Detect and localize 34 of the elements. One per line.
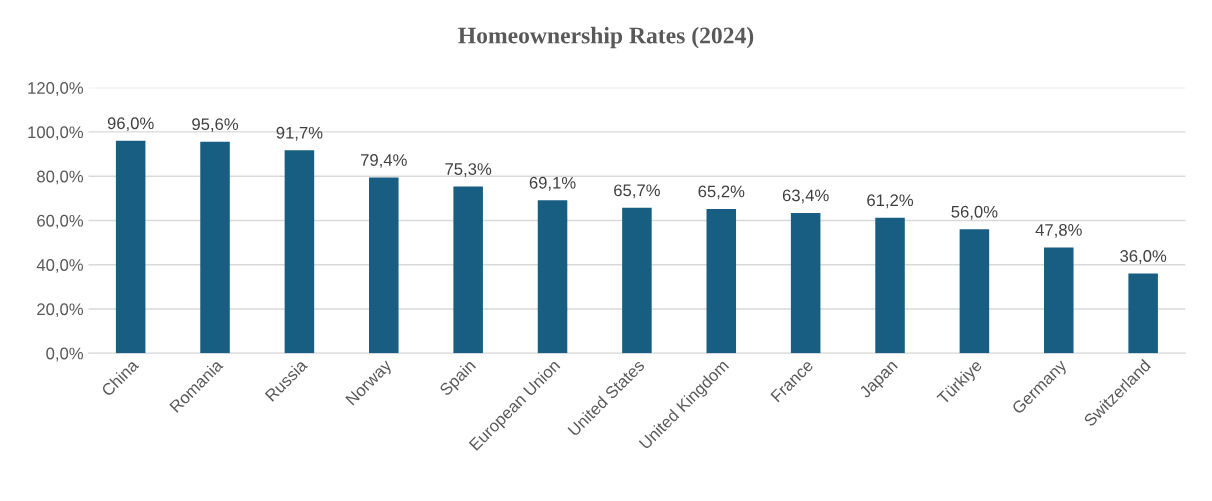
bar [875, 217, 905, 354]
data-label: 47,8% [1035, 224, 1082, 238]
data-label: 91,7% [276, 126, 323, 141]
bar [706, 208, 737, 354]
bar [453, 186, 483, 354]
bar [537, 200, 568, 354]
y-tick-label: 80,0% [37, 170, 84, 185]
bar [369, 177, 399, 354]
bar [115, 140, 146, 354]
data-label: 63,4% [782, 189, 829, 204]
data-label: 69,1% [529, 176, 576, 191]
bar [790, 212, 821, 354]
data-label: 56,0% [951, 205, 998, 220]
bar [284, 150, 315, 354]
data-label: 79,4% [361, 154, 407, 168]
y-tick-label: 100,0% [28, 126, 84, 141]
data-label: 95,6% [192, 118, 239, 133]
data-label: 65,2% [698, 185, 745, 200]
data-label: 61,2% [867, 194, 914, 209]
data-label: 96,0% [107, 117, 154, 132]
y-tick-label: 0,0% [46, 347, 84, 362]
bar [200, 141, 230, 354]
bar [1044, 247, 1074, 354]
chart-title: Homeownership Rates (2024) [458, 26, 754, 49]
data-label: 36,0% [1120, 250, 1167, 264]
y-tick-label: 20,0% [37, 303, 84, 318]
bar [1128, 273, 1158, 354]
data-label: 65,7% [614, 184, 660, 199]
y-tick-label: 120,0% [28, 82, 84, 96]
y-tick-label: 60,0% [37, 214, 84, 229]
y-tick-label: 40,0% [36, 259, 84, 273]
bar [622, 207, 652, 354]
data-label: 75,3% [445, 163, 492, 177]
bar [959, 229, 990, 354]
